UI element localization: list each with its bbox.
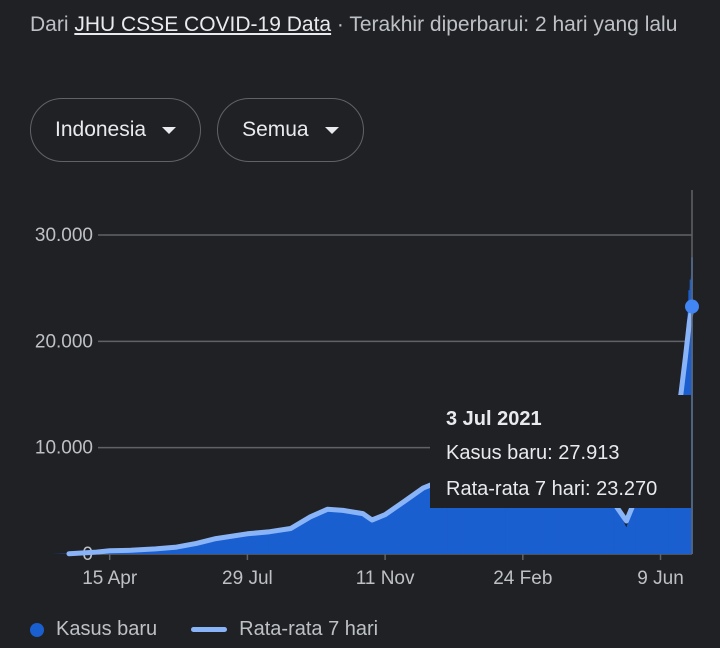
cases-area — [52, 257, 692, 554]
tooltip-new-cases: Kasus baru: 27.913 — [446, 442, 620, 464]
scope-dropdown[interactable]: Semua — [217, 98, 364, 162]
data-source-note: Dari JHU CSSE COVID-19 Data · Terakhir d… — [30, 10, 690, 40]
x-tick-label: 24 Feb — [493, 568, 552, 589]
country-dropdown[interactable]: Indonesia — [30, 98, 202, 162]
case-bar — [326, 508, 329, 554]
x-tick-label: 29 Jul — [222, 568, 273, 589]
case-bar — [384, 513, 387, 554]
case-bar — [600, 501, 603, 554]
y-tick-label: 10.000 — [35, 438, 93, 459]
chart-tooltip: 3 Jul 2021 Kasus baru: 27.913 Rata-rata … — [430, 395, 691, 508]
case-bar — [633, 500, 636, 554]
case-bar — [402, 500, 405, 554]
case-bar — [659, 472, 662, 554]
case-bar — [649, 490, 652, 554]
country-dropdown-label: Indonesia — [55, 118, 147, 141]
case-bar — [309, 515, 312, 554]
x-tick-label: 11 Nov — [356, 568, 415, 589]
highlight-point — [685, 299, 699, 314]
x-tick-label: 9 Jun — [637, 568, 683, 589]
y-tick-label: 30.000 — [35, 225, 93, 246]
tooltip-date: 3 Jul 2021 — [446, 408, 542, 430]
case-bar — [246, 532, 249, 554]
legend-average-swatch — [191, 627, 228, 632]
case-bar — [342, 509, 345, 554]
source-link[interactable]: JHU CSSE COVID-19 Data — [74, 13, 332, 36]
x-tick-label: 15 Apr — [82, 568, 138, 589]
case-bar — [445, 475, 448, 554]
legend-cases-swatch — [30, 622, 44, 637]
case-bar — [625, 527, 628, 554]
chevron-down-icon — [162, 126, 177, 134]
legend-cases-label: Kasus baru — [56, 618, 158, 640]
tooltip-7day-average: Rata-rata 7 hari: 23.270 — [446, 478, 658, 500]
case-bar — [195, 542, 198, 554]
case-bar — [559, 494, 562, 554]
case-bar — [268, 530, 271, 554]
case-bar — [361, 512, 364, 554]
chevron-down-icon — [324, 126, 339, 134]
case-bar — [521, 473, 524, 554]
scope-dropdown-label: Semua — [242, 118, 309, 141]
y-tick-label: 20.000 — [35, 331, 93, 352]
case-bar — [422, 485, 425, 554]
case-bar — [580, 498, 583, 554]
legend-average-label: Rata-rata 7 hari — [239, 618, 379, 640]
case-bar — [214, 538, 217, 554]
filter-bar: Indonesia Semua — [30, 98, 364, 162]
case-bar — [371, 521, 373, 554]
case-bar — [289, 527, 292, 554]
source-prefix: Dari — [30, 13, 75, 36]
case-bar — [540, 488, 543, 554]
source-updated: · Terakhir diperbarui: 2 hari yang lalu — [331, 13, 678, 36]
case-bar — [175, 546, 178, 554]
case-bar — [613, 502, 616, 554]
chart-legend: Kasus baru Rata-rata 7 hari — [30, 618, 378, 641]
